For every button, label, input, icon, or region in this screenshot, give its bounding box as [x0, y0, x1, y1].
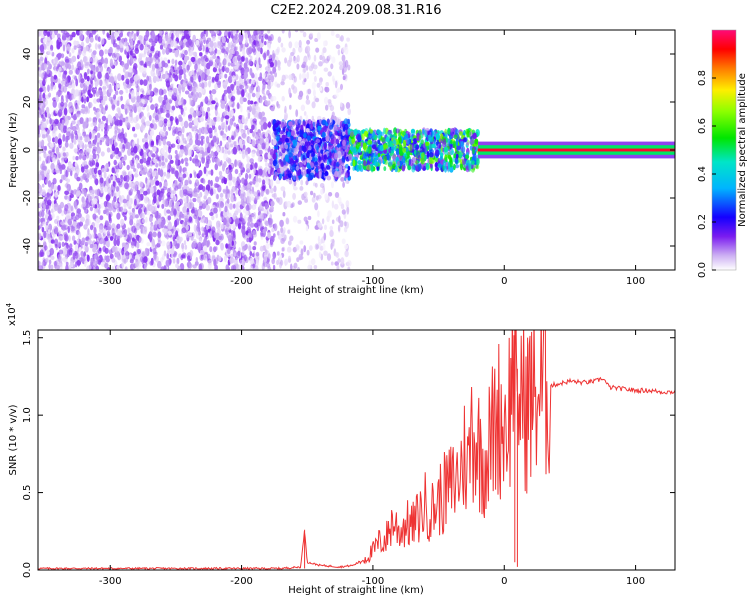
- y-tick-label: -40: [22, 238, 33, 254]
- snr-ylabel: SNR (10 * v/v): [8, 404, 19, 475]
- heatmap-region: [477, 141, 675, 159]
- snr-ticks: -300 -200 -100 0 100 0.0 0.5 1.0 1.5: [22, 330, 675, 587]
- colorbar-tick-label: 0.0: [697, 262, 708, 278]
- x-tick-label: 0: [501, 576, 507, 587]
- snr-scale-label: x104: [5, 302, 18, 326]
- x-tick-label: -300: [99, 576, 122, 587]
- heatmap-cells: [38, 30, 675, 270]
- y-tick-label: 0.0: [22, 562, 33, 578]
- heatmap-region: [38, 30, 277, 270]
- colorbar-frame: [711, 29, 737, 271]
- colorbar-tick-label: 0.6: [697, 118, 708, 134]
- y-tick-label: 0.5: [22, 485, 33, 501]
- spectrogram-xlabel: Height of straight line (km): [288, 285, 424, 296]
- colorbar-tick-label: 0.4: [697, 166, 708, 182]
- x-tick-label: -100: [362, 276, 385, 287]
- x-tick-label: -100: [362, 576, 385, 587]
- snr-xlabel: Height of straight line (km): [288, 585, 424, 596]
- x-tick-label: -200: [230, 276, 253, 287]
- x-tick-label: 100: [626, 276, 645, 287]
- x-tick-label: -300: [99, 276, 122, 287]
- colorbar-label: Normalized spectral amplitude: [737, 73, 748, 227]
- heatmap-region: [272, 117, 352, 182]
- figure-title: C2E2.2024.209.08.31.R16: [270, 3, 441, 18]
- y-tick-label: 40: [22, 48, 33, 61]
- y-tick-label: -20: [22, 190, 33, 206]
- snr-frame: [37, 329, 676, 571]
- snr-scale-base: x10: [7, 307, 18, 326]
- colorbar-ticks: 0.0 0.2 0.4 0.6 0.8: [697, 70, 716, 278]
- x-tick-label: -200: [230, 576, 253, 587]
- y-tick-label: 1.0: [22, 407, 33, 423]
- colorbar-gradient: [712, 30, 736, 270]
- colorbar: 0.0 0.2 0.4 0.6 0.8 Normalized spectral ampl…: [697, 29, 748, 278]
- y-tick-label: 20: [22, 96, 33, 109]
- heatmap-region: [347, 127, 480, 173]
- colorbar-tick-label: 0.8: [697, 70, 708, 86]
- y-tick-label: 0: [22, 147, 33, 153]
- x-tick-label: 0: [501, 276, 507, 287]
- spectrogram-ylabel: Frequency (Hz): [8, 112, 19, 188]
- y-tick-label: 1.5: [22, 330, 33, 346]
- snr-line: [38, 330, 675, 570]
- snr-series: [38, 330, 675, 570]
- colorbar-tick-label: 0.2: [697, 214, 708, 230]
- snr-scale-exp: 4: [5, 302, 13, 307]
- snr-panel: -300 -200 -100 0 100 0.0 0.5 1.0 1.5 Height of s…: [5, 302, 676, 596]
- x-tick-label: 100: [626, 576, 645, 587]
